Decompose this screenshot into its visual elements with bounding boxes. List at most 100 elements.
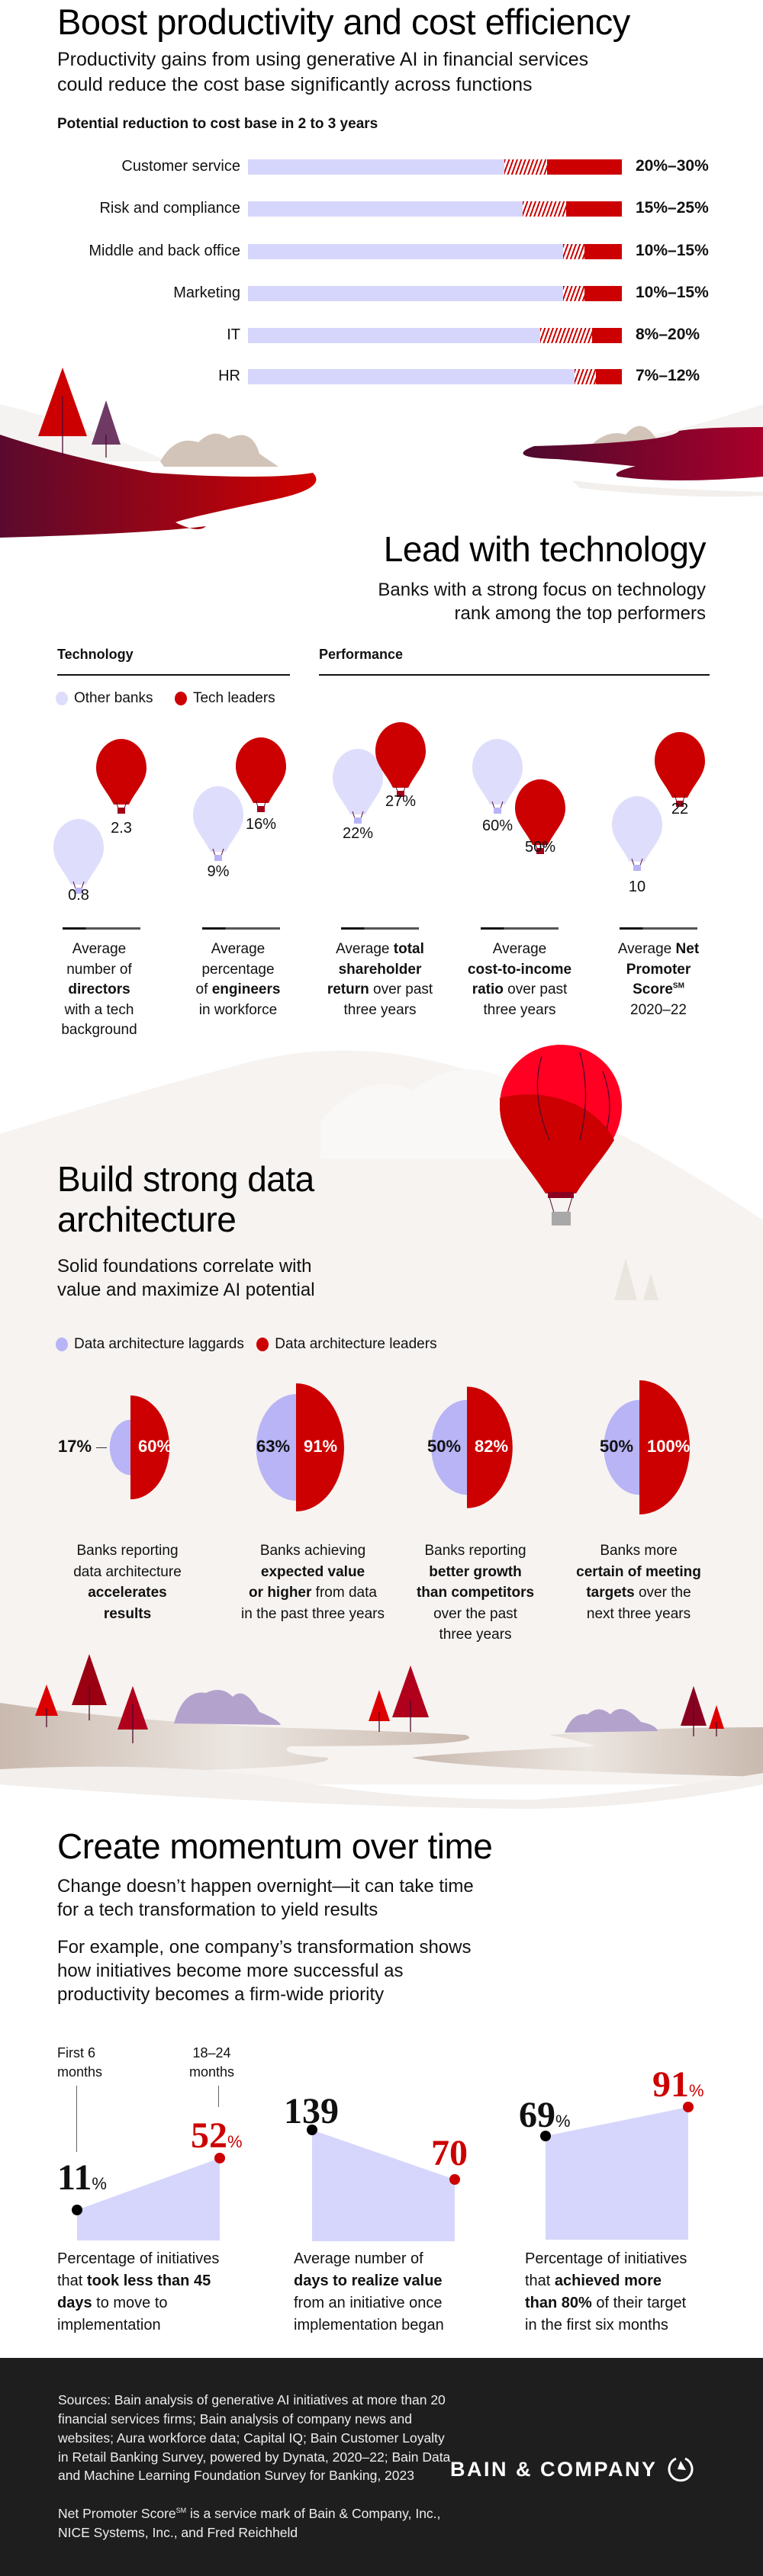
tech-leaders-balloon-icon	[375, 722, 426, 797]
section1-subtitle: Productivity gains from using generative…	[57, 49, 589, 95]
bar-label: Risk and compliance	[99, 200, 240, 217]
bar-value: 10%–15%	[636, 284, 709, 301]
data-label-meeting-targets: Banks more certain of meeting targets over…	[576, 1543, 701, 1622]
legend-laggards: Data architecture laggards	[56, 1336, 244, 1353]
tick-rule	[341, 927, 419, 930]
bar-value: 20%–30%	[636, 157, 709, 175]
data-legend: Data architecture laggards Data architec…	[56, 1336, 456, 1355]
section3-title: Build strong data architecture	[57, 1159, 314, 1239]
data-label-accelerates: Banks reporting data architecture accelera…	[73, 1543, 182, 1622]
bar-low-estimate	[595, 369, 622, 384]
nps-trademark-text: Net Promoter ScoreSM is a service mark o…	[58, 2506, 441, 2540]
legend-leaders: Data architecture leaders	[256, 1336, 437, 1353]
section3-subtitle: Solid foundations correlate with value a…	[57, 1256, 315, 1301]
half-circle-pair	[604, 1380, 690, 1514]
bar-label: IT	[227, 326, 240, 343]
section4-intro: Change doesn’t happen overnight—it can t…	[57, 1876, 474, 1921]
axis-label-start: First 6 months	[57, 2045, 103, 2080]
momentum-label-80-percent: Percentage of initiatives that achieved m…	[525, 2250, 687, 2333]
landscape-illustrations	[0, 368, 763, 1809]
footer: Sources: Bain analysis of generative AI …	[0, 2358, 763, 2576]
bar-low-estimate	[584, 244, 622, 259]
metric-start-value: 69%	[519, 2095, 571, 2135]
tech-leaders-value: 2.3	[111, 820, 132, 837]
metric-start-value: 11%	[57, 2157, 107, 2198]
leader-line	[96, 1447, 107, 1448]
axis-label-end: 18–24 months	[189, 2045, 235, 2080]
leader-value: 91%	[304, 1437, 338, 1456]
leader-value: 60%	[138, 1437, 172, 1456]
tech-leaders-value: 16%	[245, 816, 277, 833]
axis-start-line	[76, 2086, 77, 2152]
metric-end-value: 52%	[191, 2115, 243, 2156]
metric-end-value: 91%	[652, 2064, 704, 2105]
big-red-balloon-icon	[500, 1045, 622, 1225]
bar-low-estimate	[565, 201, 622, 217]
bar-value: 15%–25%	[636, 199, 709, 217]
bar-track	[248, 201, 622, 217]
other-banks-value: 22%	[342, 825, 374, 842]
momentum-label-45-days: Percentage of initiatives that took less …	[57, 2250, 220, 2333]
tick-rule	[481, 927, 559, 930]
other-banks-swatch	[56, 692, 68, 705]
other-banks-balloon-icon	[193, 786, 243, 861]
bar-value: 8%–20%	[636, 326, 700, 343]
leader-value: 82%	[475, 1437, 509, 1456]
momentum-label-days-to-value: Average number of days to realize value fr…	[294, 2250, 444, 2333]
sources-text: Sources: Bain analysis of generative AI …	[58, 2392, 451, 2484]
bar-low-estimate	[591, 328, 622, 343]
tech-leaders-value: 22	[671, 801, 689, 817]
section2-title: Lead with technology	[383, 529, 707, 569]
laggard-value: 17%	[58, 1437, 92, 1456]
other-banks-balloon-icon	[53, 819, 104, 894]
tech-leaders-balloon-icon	[96, 739, 146, 814]
other-banks-balloon-icon	[472, 739, 523, 814]
bar-low-estimate	[547, 159, 622, 175]
legend-tech-leaders: Tech leaders	[174, 690, 275, 707]
other-banks-balloon-icon	[333, 749, 383, 824]
metric-end-value: 70	[431, 2133, 468, 2173]
bar-track	[248, 286, 622, 301]
tech-leaders-value: 27%	[385, 793, 417, 810]
other-banks-balloon-icon	[612, 796, 662, 871]
other-banks-value: 9%	[207, 863, 230, 880]
laggard-value: 50%	[600, 1437, 634, 1456]
momentum-area-charts	[72, 2102, 694, 2241]
bar-value: 7%–12%	[636, 367, 700, 384]
bar-track	[248, 369, 622, 384]
other-banks-value: 60%	[481, 817, 513, 834]
bar-track	[248, 328, 622, 343]
data-label-expected-value: Banks achieving expected value or higher f…	[241, 1543, 385, 1622]
other-banks-value: 10	[628, 878, 646, 895]
bain-logo: BAIN & COMPANY	[450, 2455, 694, 2484]
leader-value: 100%	[647, 1437, 691, 1456]
bar-label: Customer service	[121, 158, 240, 175]
cost-chart-heading: Potential reduction to cost base in 2 to…	[57, 116, 378, 132]
column-header-performance: Performance	[319, 647, 404, 662]
column-header-technology: Technology	[57, 647, 134, 662]
legend-other-banks: Other banks	[56, 690, 153, 707]
data-label-better-growth: Banks reporting better growth than competi…	[416, 1543, 535, 1643]
tech-leaders-value: 50%	[524, 839, 556, 856]
tick-rule	[202, 927, 280, 930]
bar-value: 10%–15%	[636, 242, 709, 259]
tech-leaders-balloon-icon	[655, 732, 705, 807]
half-circle-pair	[256, 1383, 344, 1511]
performance-divider	[319, 674, 710, 676]
metric-label-nps: Average Net Promoter ScoreSM 2020–22	[617, 941, 700, 1018]
section1-title: Boost productivity and cost efficiency	[57, 2, 630, 42]
half-circle-pair	[109, 1395, 170, 1500]
section2-subtitle: Banks with a strong focus on technology …	[378, 580, 706, 625]
technology-divider	[57, 674, 290, 676]
bar-label: Marketing	[173, 284, 240, 301]
bar-range-hatch	[574, 369, 596, 384]
tech-legend: Other banks Tech leaders	[56, 690, 294, 709]
tech-leaders-balloon-icon	[236, 737, 286, 812]
metric-label-tsr: Average total shareholder return over past…	[327, 941, 433, 1018]
other-banks-value: 0.8	[68, 887, 89, 904]
axis-end-line	[218, 2086, 219, 2107]
section4-title: Create momentum over time	[57, 1826, 493, 1866]
bar-label: Middle and back office	[89, 243, 240, 259]
metric-label-directors: Average number of directors with a tech back…	[61, 941, 137, 1039]
half-circle-pair	[431, 1386, 513, 1508]
